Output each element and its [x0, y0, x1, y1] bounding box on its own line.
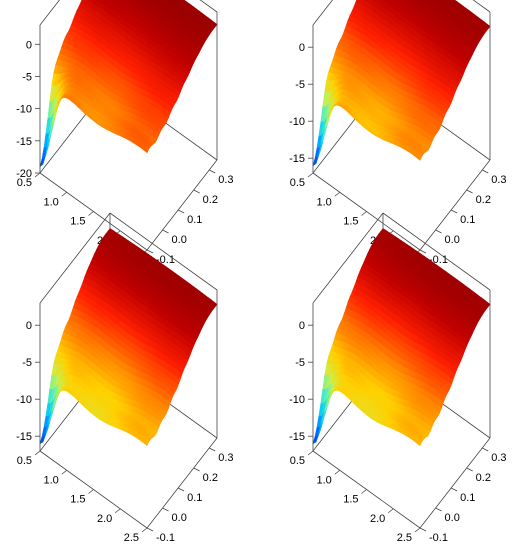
x-tick: [115, 509, 120, 513]
y-tick-label: 0.0: [172, 234, 187, 246]
surface-facet: [313, 157, 318, 166]
y-tick: [420, 250, 426, 253]
y-tick: [451, 210, 457, 213]
z-tick-label: -15: [16, 136, 32, 148]
y-tick-label: 0.2: [476, 194, 491, 206]
y-tick: [163, 230, 169, 233]
x-tick-label: 2.5: [124, 532, 139, 544]
y-tick-label: 0.3: [218, 174, 233, 186]
y-tick: [178, 210, 184, 213]
surface: [40, 0, 217, 167]
x-tick: [62, 470, 67, 474]
z-tick-label: -5: [22, 71, 32, 83]
y-tick: [178, 488, 184, 491]
panel-1: t = 0.050-5-10-15-200.51.01.52.02.5-0.10…: [16, 0, 233, 266]
y-tick: [436, 230, 442, 233]
z-tick-label: -10: [16, 104, 32, 116]
x-tick-label: 1.0: [43, 196, 58, 208]
panel-3: t = 0.650-5-10-150.51.01.52.02.5-0.10.00…: [16, 213, 233, 544]
x-tick-label: 1.0: [316, 196, 331, 208]
y-tick: [147, 250, 153, 253]
x-tick: [89, 490, 94, 494]
y-tick-label: 0.3: [218, 452, 233, 464]
x-tick: [335, 192, 340, 196]
x-tick-label: 0.5: [17, 177, 32, 189]
z-tick-label: -15: [16, 431, 32, 443]
y-tick-label: 0.1: [187, 492, 202, 504]
y-tick-label: 0.2: [203, 472, 218, 484]
z-tick-label: 0: [26, 39, 32, 51]
y-tick: [194, 468, 200, 471]
y-tick: [467, 190, 473, 193]
y-tick: [482, 170, 488, 173]
y-tick-label: 0.0: [172, 512, 187, 524]
x-tick: [62, 192, 67, 196]
y-tick: [163, 508, 169, 511]
x-tick-label: 0.5: [17, 455, 32, 467]
x-tick-label: 1.5: [70, 216, 85, 228]
x-tick-label: 2.0: [97, 513, 112, 525]
panel-4: t = 0.950-5-10-150.51.01.52.02.5-0.10.00…: [289, 213, 506, 544]
y-tick-label: 0.1: [187, 214, 202, 226]
surface: [40, 229, 217, 446]
x-tick: [362, 212, 367, 216]
z-tick-label: 0: [299, 42, 305, 54]
x-tick: [35, 173, 40, 177]
y-tick: [147, 528, 153, 531]
x-tick: [35, 451, 40, 455]
z-tick-label: -15: [289, 153, 305, 165]
z-tick-label: -5: [295, 79, 305, 91]
y-tick-label: 0.1: [460, 214, 475, 226]
z-tick-label: -10: [16, 394, 32, 406]
y-tick-label: -0.1: [156, 532, 175, 544]
y-tick-label: 0.3: [491, 174, 506, 186]
x-tick: [308, 173, 313, 177]
y-tick: [209, 448, 215, 451]
z-tick-label: -5: [22, 357, 32, 369]
x-tick-label: 1.5: [70, 494, 85, 506]
x-tick: [89, 212, 94, 216]
y-tick: [194, 190, 200, 193]
x-tick: [142, 528, 147, 532]
y-tick-label: 0.0: [445, 234, 460, 246]
x-tick-label: 1.5: [343, 216, 358, 228]
x-tick-label: 0.5: [290, 177, 305, 189]
x-tick-label: 1.0: [43, 474, 58, 486]
y-tick: [209, 170, 215, 173]
panel-2: t = 0.350-5-10-150.51.01.52.02.5-0.10.00…: [289, 0, 506, 266]
surface: [313, 229, 490, 446]
y-tick-label: 0.2: [203, 194, 218, 206]
z-tick-label: 0: [26, 320, 32, 332]
z-tick-label: -10: [289, 116, 305, 128]
